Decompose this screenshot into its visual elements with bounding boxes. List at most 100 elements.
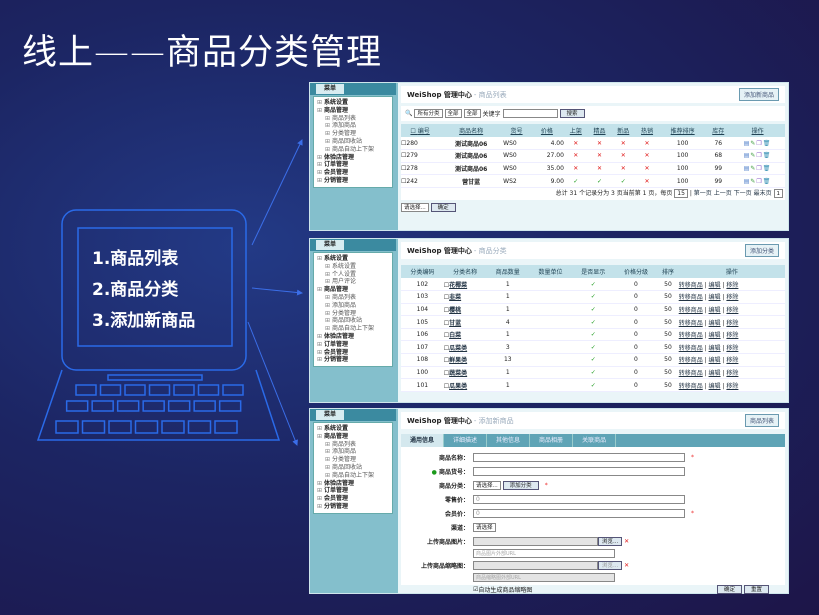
view-icon[interactable]: ▤ bbox=[743, 152, 750, 160]
sidebar-item[interactable]: 商品回收站 bbox=[317, 317, 389, 325]
category-name-link[interactable]: 瓜菜类 bbox=[449, 344, 468, 352]
column-header[interactable]: 热销 bbox=[635, 124, 659, 137]
edit-icon[interactable]: ✎ bbox=[750, 152, 756, 160]
tab-5[interactable]: 关联商品 bbox=[573, 434, 617, 447]
move-products-link[interactable]: 转移商品 bbox=[678, 344, 703, 352]
thumb-file-input[interactable] bbox=[473, 560, 598, 570]
sidebar-item[interactable]: 商品管理 bbox=[317, 107, 389, 115]
sidebar-item[interactable]: 商品列表 bbox=[317, 115, 389, 123]
cross-icon[interactable]: ✕ bbox=[597, 164, 603, 172]
cross-icon[interactable]: ✕ bbox=[573, 139, 579, 147]
tab-3[interactable]: 其他信息 bbox=[487, 434, 531, 447]
tab-4[interactable]: 商品相册 bbox=[530, 434, 574, 447]
cross-icon[interactable]: ✕ bbox=[644, 139, 650, 147]
sidebar-item[interactable]: 商品回收站 bbox=[317, 464, 389, 472]
row-checkbox[interactable]: ☐ bbox=[401, 177, 407, 185]
remove-link[interactable]: 移除 bbox=[726, 369, 739, 377]
remove-link[interactable]: 移除 bbox=[726, 281, 739, 289]
cross-icon[interactable]: ✕ bbox=[597, 139, 603, 147]
sidebar-item[interactable]: 体验店管理 bbox=[317, 154, 389, 162]
column-header[interactable]: 价格 bbox=[529, 124, 564, 137]
help-icon[interactable]: ● bbox=[431, 468, 437, 476]
remove-link[interactable]: 移除 bbox=[726, 306, 739, 314]
cross-icon[interactable]: ✕ bbox=[644, 164, 650, 172]
image-file-input[interactable] bbox=[473, 536, 598, 546]
check-icon[interactable]: ✓ bbox=[590, 280, 596, 288]
check-icon[interactable]: ✓ bbox=[573, 177, 579, 185]
browse-image-button[interactable]: 浏览... bbox=[598, 536, 623, 546]
sidebar-item[interactable]: 商品自动上下架 bbox=[317, 146, 389, 154]
sidebar-item[interactable]: 系统设置 bbox=[317, 99, 389, 107]
sidebar-item[interactable]: 商品列表 bbox=[317, 294, 389, 302]
remove-link[interactable]: 移除 bbox=[726, 294, 739, 302]
member-price-input[interactable]: 0 bbox=[473, 508, 685, 518]
sidebar-item[interactable]: 分销管理 bbox=[317, 503, 389, 511]
category-select[interactable]: 请选择... bbox=[473, 480, 501, 490]
cross-icon[interactable]: ✕ bbox=[620, 164, 626, 172]
column-header[interactable]: ☐ 编号 bbox=[401, 124, 440, 137]
column-header[interactable]: 操作 bbox=[730, 124, 785, 137]
trash-icon[interactable]: 🗑 bbox=[762, 152, 771, 160]
column-header[interactable]: 精品 bbox=[587, 124, 612, 137]
cross-icon[interactable]: ✕ bbox=[597, 152, 603, 160]
check-icon[interactable]: ✓ bbox=[620, 177, 626, 185]
remove-link[interactable]: 移除 bbox=[726, 319, 739, 327]
sidebar-item[interactable]: 个人设置 bbox=[317, 271, 389, 279]
sidebar-item[interactable]: 订单管理 bbox=[317, 341, 389, 349]
expand-icon[interactable]: ☐ bbox=[443, 332, 450, 340]
expand-icon[interactable]: ☐ bbox=[443, 319, 450, 327]
sidebar-item[interactable]: 分销管理 bbox=[317, 356, 389, 364]
expand-icon[interactable]: ☐ bbox=[443, 344, 450, 352]
edit-link[interactable]: 编辑 bbox=[708, 369, 721, 377]
channel-select[interactable]: 请选择 bbox=[473, 522, 496, 532]
edit-link[interactable]: 编辑 bbox=[708, 281, 721, 289]
product-list-button[interactable]: 商品列表 bbox=[744, 414, 779, 427]
search-button[interactable]: 搜索 bbox=[559, 109, 585, 118]
category-select[interactable]: 所有分类 bbox=[414, 109, 443, 118]
category-name-link[interactable]: 瓜果类 bbox=[449, 382, 468, 390]
batch-action-select[interactable]: 请选择... bbox=[401, 202, 429, 212]
column-header[interactable]: 上架 bbox=[563, 124, 588, 137]
check-icon[interactable]: ✓ bbox=[590, 318, 596, 326]
sidebar-item[interactable]: 系统设置 bbox=[317, 425, 389, 433]
cross-icon[interactable]: ✕ bbox=[644, 177, 650, 185]
tab-2[interactable]: 详细描述 bbox=[444, 434, 488, 447]
expand-icon[interactable]: ☐ bbox=[443, 369, 450, 377]
menu-tab[interactable]: 菜单 bbox=[316, 410, 344, 420]
prev-page-link[interactable]: 上一页 bbox=[713, 189, 732, 197]
page-select[interactable]: 1 bbox=[773, 188, 783, 198]
edit-link[interactable]: 编辑 bbox=[708, 332, 721, 340]
check-icon[interactable]: ✓ bbox=[590, 331, 596, 339]
column-header[interactable]: 货号 bbox=[503, 124, 530, 137]
row-checkbox[interactable]: ☐ bbox=[401, 152, 407, 160]
remove-link[interactable]: 移除 bbox=[726, 357, 739, 365]
move-products-link[interactable]: 转移商品 bbox=[678, 294, 703, 302]
move-products-link[interactable]: 转移商品 bbox=[678, 382, 703, 390]
category-name-link[interactable]: 蔬菜类 bbox=[449, 369, 468, 377]
per-page-input[interactable]: 15 bbox=[674, 188, 688, 198]
column-header[interactable]: 推荐排序 bbox=[658, 124, 707, 137]
edit-icon[interactable]: ✎ bbox=[750, 164, 756, 172]
sidebar-item[interactable]: 系统设置 bbox=[317, 263, 389, 271]
select-all-checkbox[interactable]: ☐ bbox=[410, 128, 418, 135]
sidebar-item[interactable]: 分类管理 bbox=[317, 456, 389, 464]
category-name-link[interactable]: 韭菜 bbox=[449, 294, 462, 302]
clear-icon[interactable]: ✕ bbox=[624, 537, 630, 545]
sidebar-item[interactable]: 分类管理 bbox=[317, 130, 389, 138]
view-icon[interactable]: ▤ bbox=[743, 177, 750, 185]
browse-thumb-button[interactable]: 浏览... bbox=[598, 560, 623, 570]
column-header[interactable]: 商品名称 bbox=[439, 124, 504, 137]
cross-icon[interactable]: ✕ bbox=[644, 152, 650, 160]
sidebar-item[interactable]: 添加商品 bbox=[317, 448, 389, 456]
move-products-link[interactable]: 转移商品 bbox=[678, 332, 703, 340]
menu-tab[interactable]: 菜单 bbox=[316, 84, 344, 94]
sidebar-item[interactable]: 会员管理 bbox=[317, 349, 389, 357]
move-products-link[interactable]: 转移商品 bbox=[678, 369, 703, 377]
column-header[interactable]: 库存 bbox=[706, 124, 731, 137]
menu-tab[interactable]: 菜单 bbox=[316, 240, 344, 250]
trash-icon[interactable]: 🗑 bbox=[762, 139, 771, 147]
sidebar-item[interactable]: 系统设置 bbox=[317, 255, 389, 263]
edit-link[interactable]: 编辑 bbox=[708, 382, 721, 390]
check-icon[interactable]: ✓ bbox=[597, 177, 603, 185]
move-products-link[interactable]: 转移商品 bbox=[678, 357, 703, 365]
